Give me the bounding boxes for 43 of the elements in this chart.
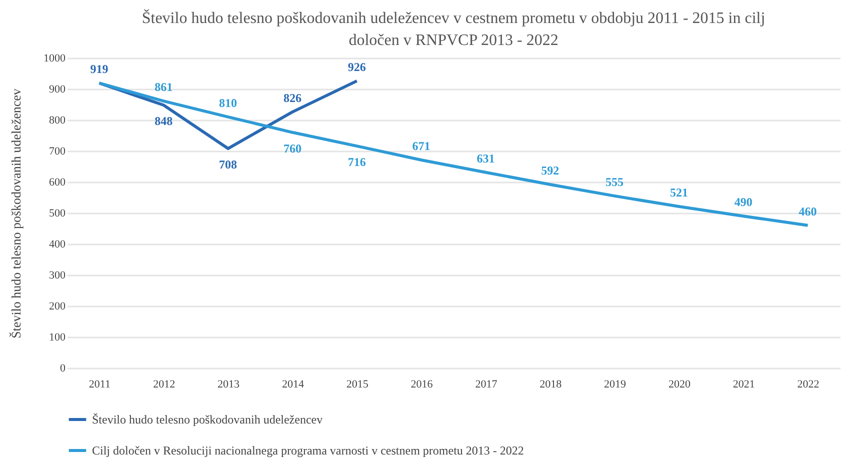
x-tick-label: 2018 [540,378,562,390]
data-label: 460 [798,204,817,218]
x-tick-label: 2014 [282,378,304,390]
data-label: 555 [606,174,624,189]
y-tick-label: 800 [49,114,66,126]
y-tick-label: 0 [60,362,66,374]
legend-label: Cilj določen v Resoluciji nacionalnega programa varnosti v cestnem prometu 2013 - 2022 [92,444,524,458]
y-tick-label: 700 [49,146,66,158]
y-tick-label: 600 [49,176,66,188]
x-tick-label: 2017 [475,378,498,390]
x-tick-label: 2020 [668,378,691,390]
data-label: 848 [154,114,173,128]
data-label: 810 [219,96,238,110]
data-label: 926 [348,60,366,74]
y-tick-label: 100 [49,332,66,344]
data-label: 490 [734,195,752,210]
x-tick-label: 2019 [604,378,627,390]
data-label: 592 [541,163,560,178]
y-tick-label: 300 [49,270,66,282]
legend-label: Število hudo telesno poškodovanih udeležencev [92,412,323,426]
y-tick-label: 500 [49,208,66,220]
y-tick-label: 900 [49,84,66,96]
x-tick-label: 2021 [732,378,755,390]
y-tick-label: 400 [49,238,66,250]
data-label: 919 [90,62,108,76]
y-tick-label: 200 [49,300,66,312]
data-label: 861 [154,80,173,94]
y-axis-title: Število hudo telesno poškodovanih udeležencev [8,88,24,338]
data-label: 521 [670,185,688,200]
x-tick-label: 2015 [346,378,369,390]
x-tick-label: 2012 [153,378,176,390]
x-tick-label: 2011 [88,378,111,390]
data-label: 671 [412,138,430,153]
x-tick-label: 2022 [797,378,820,390]
data-label: 631 [476,151,495,166]
y-tick-label: 1000 [44,52,66,64]
x-tick-label: 2013 [218,378,240,390]
data-label: 716 [348,155,366,170]
data-label: 708 [219,158,238,172]
data-label: 760 [283,141,302,156]
x-tick-label: 2016 [410,378,434,390]
data-label: 826 [283,90,302,105]
chart-title: Število hudo telesno poškodovanih udeležencev v cestnem prometu v obdobju 2011 - 2015 in cilj določen v RNPVCP 2013 - 2022 [142,9,766,49]
